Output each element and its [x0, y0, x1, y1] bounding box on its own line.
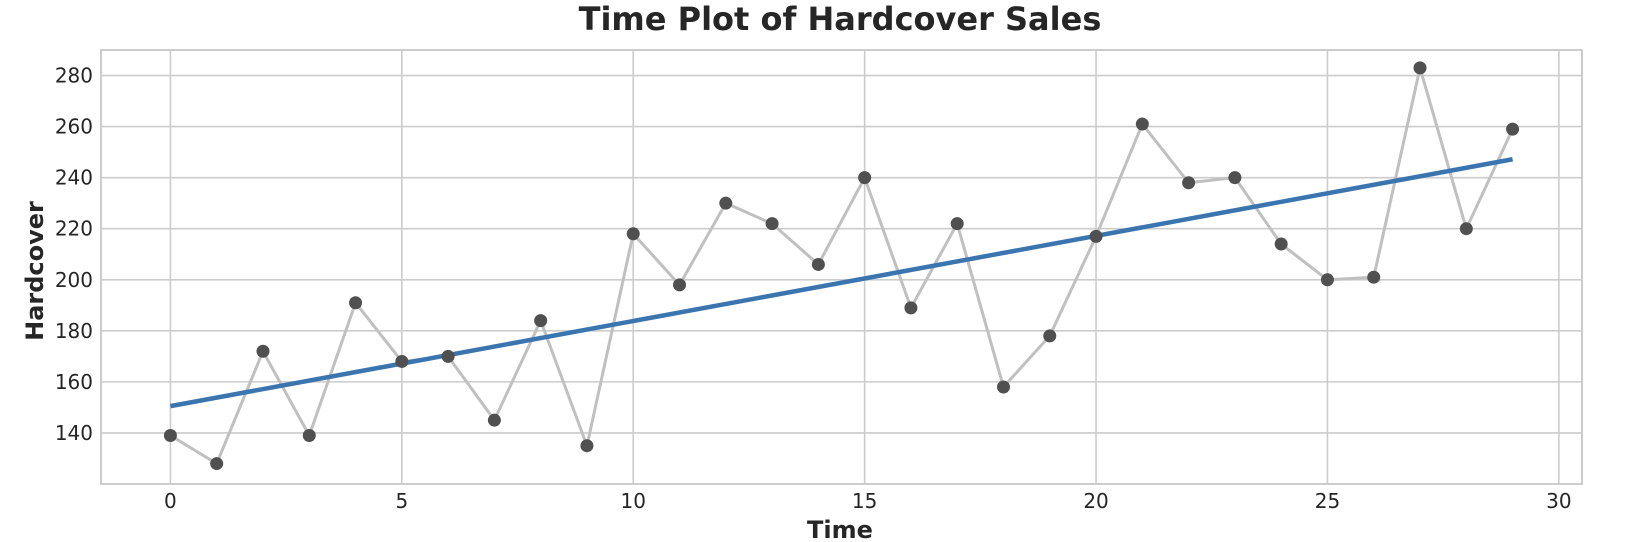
data-point — [1135, 117, 1149, 131]
series-line — [169, 66, 1514, 466]
data-point — [395, 354, 409, 368]
data-point — [1320, 273, 1334, 287]
y-tick-label: 220 — [55, 217, 93, 241]
data-point — [210, 457, 224, 471]
plot-frame — [100, 49, 1583, 485]
data-point — [1043, 329, 1057, 343]
data-point — [904, 301, 918, 315]
data-points — [163, 61, 1520, 471]
data-point — [163, 428, 177, 442]
trend-line — [170, 157, 1513, 409]
data-point — [1182, 176, 1196, 190]
data-point — [302, 428, 316, 442]
data-point — [534, 314, 548, 328]
x-tick-labels: 0 5 10 15 20 25 30 — [164, 489, 1572, 513]
data-point — [1459, 222, 1473, 236]
data-point — [256, 344, 270, 358]
x-tick-label: 30 — [1546, 489, 1571, 513]
data-point — [1228, 171, 1242, 185]
data-point — [811, 257, 825, 271]
y-tick-label: 160 — [55, 370, 93, 394]
y-axis-label: Hardcover — [21, 201, 49, 341]
x-tick-label: 5 — [395, 489, 408, 513]
x-tick-label: 0 — [164, 489, 177, 513]
x-tick-label: 15 — [852, 489, 877, 513]
data-point — [719, 196, 733, 210]
y-tick-label: 140 — [55, 421, 93, 445]
data-point — [858, 171, 872, 185]
data-point — [950, 217, 964, 231]
data-point — [441, 349, 455, 363]
x-tick-label: 20 — [1083, 489, 1108, 513]
data-point — [626, 227, 640, 241]
data-point — [765, 217, 779, 231]
y-tick-label: 200 — [55, 268, 93, 292]
data-point — [673, 278, 687, 292]
data-point — [1413, 61, 1427, 75]
data-point — [1506, 122, 1520, 136]
y-tick-label: 280 — [55, 64, 93, 88]
data-point — [349, 296, 363, 310]
chart-title: Time Plot of Hardcover Sales — [579, 0, 1102, 38]
x-axis-label: Time — [807, 516, 873, 542]
data-point — [1089, 229, 1103, 243]
y-tick-label: 180 — [55, 319, 93, 343]
y-tick-label: 240 — [55, 166, 93, 190]
data-point — [996, 380, 1010, 394]
grid — [101, 50, 1582, 484]
x-tick-label: 10 — [621, 489, 646, 513]
x-tick-label: 25 — [1315, 489, 1340, 513]
data-point — [1367, 270, 1381, 284]
y-tick-label: 260 — [55, 115, 93, 139]
y-tick-labels: 140 160 180 200 220 240 260 280 — [55, 64, 93, 445]
data-point — [580, 439, 594, 453]
data-point — [1274, 237, 1288, 251]
data-point — [487, 413, 501, 427]
